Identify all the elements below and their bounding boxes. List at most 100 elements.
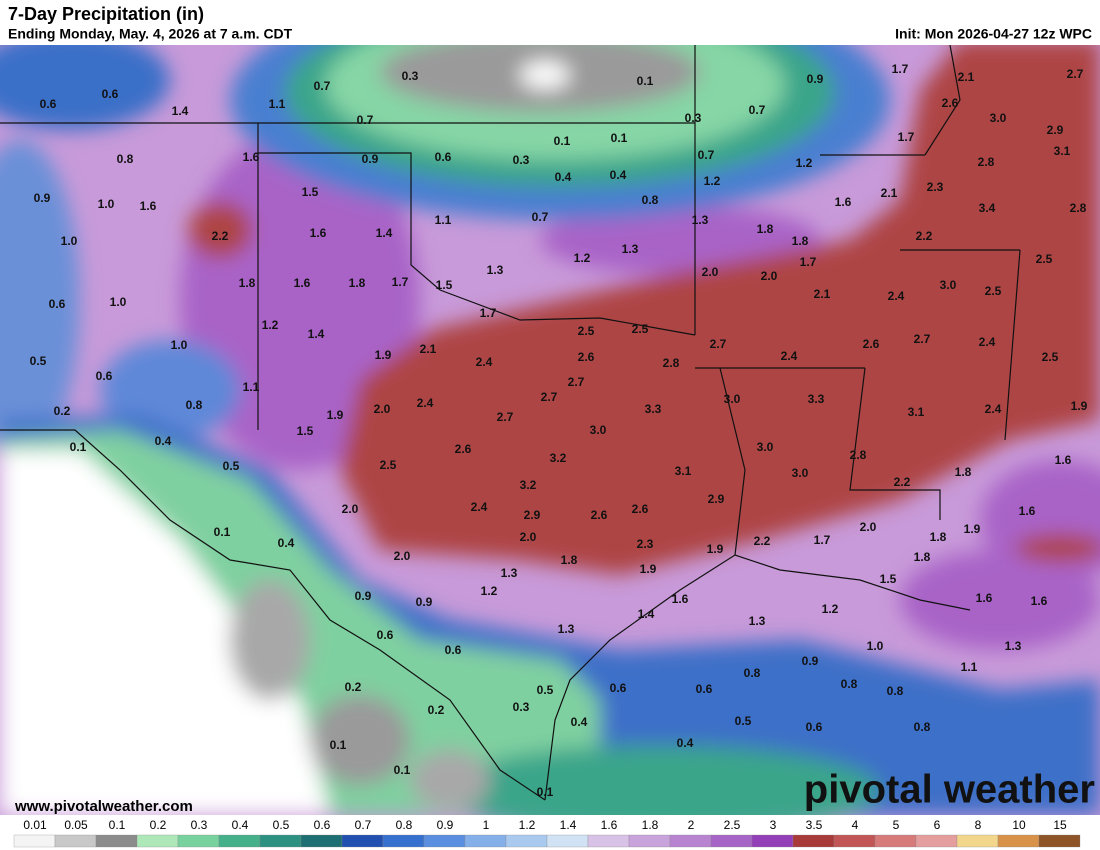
value-label: 1.9 bbox=[327, 408, 344, 422]
value-label: 1.3 bbox=[487, 263, 504, 277]
colorbar-label: 1.8 bbox=[642, 818, 659, 832]
value-label: 1.6 bbox=[1055, 453, 1072, 467]
value-label: 1.0 bbox=[171, 338, 188, 352]
value-label: 0.6 bbox=[40, 97, 57, 111]
value-label: 2.4 bbox=[781, 349, 798, 363]
value-label: 0.3 bbox=[685, 111, 702, 125]
value-label: 1.8 bbox=[757, 222, 774, 236]
value-label: 0.5 bbox=[30, 354, 47, 368]
value-label: 3.0 bbox=[940, 278, 957, 292]
value-label: 3.1 bbox=[675, 464, 692, 478]
value-label: 0.6 bbox=[435, 150, 452, 164]
value-label: 2.7 bbox=[914, 332, 931, 346]
value-label: 2.4 bbox=[417, 396, 434, 410]
colorbar-label: 2 bbox=[688, 818, 695, 832]
value-label: 0.9 bbox=[416, 595, 433, 609]
value-label: 0.3 bbox=[513, 153, 530, 167]
value-label: 3.0 bbox=[757, 440, 774, 454]
value-label: 2.0 bbox=[860, 520, 877, 534]
value-label: 2.7 bbox=[1067, 67, 1084, 81]
value-label: 0.8 bbox=[186, 398, 203, 412]
value-label: 0.8 bbox=[914, 720, 931, 734]
colorbar-label: 2.5 bbox=[724, 818, 741, 832]
value-label: 2.8 bbox=[978, 155, 995, 169]
value-label: 0.6 bbox=[610, 681, 627, 695]
colorbar-label: 3 bbox=[770, 818, 777, 832]
value-label: 0.5 bbox=[735, 714, 752, 728]
value-label: 1.5 bbox=[302, 185, 319, 199]
value-label: 0.8 bbox=[117, 152, 134, 166]
value-label: 2.0 bbox=[374, 402, 391, 416]
value-label: 0.4 bbox=[555, 170, 572, 184]
colorbar-label: 10 bbox=[1012, 818, 1026, 832]
value-label: 1.9 bbox=[640, 562, 657, 576]
colorbar-swatch bbox=[95, 834, 138, 848]
value-label: 2.6 bbox=[863, 337, 880, 351]
colorbar-label: 0.01 bbox=[23, 818, 47, 832]
value-label: 2.6 bbox=[591, 508, 608, 522]
colorbar-swatch bbox=[218, 834, 261, 848]
value-label: 1.8 bbox=[349, 276, 366, 290]
value-label: 1.2 bbox=[704, 174, 721, 188]
value-label: 2.8 bbox=[1070, 201, 1087, 215]
colorbar-swatch bbox=[833, 834, 876, 848]
value-label: 1.6 bbox=[672, 592, 689, 606]
colorbar-swatch bbox=[587, 834, 630, 848]
value-label: 1.9 bbox=[707, 542, 724, 556]
value-label: 1.1 bbox=[269, 97, 286, 111]
colorbar-swatch bbox=[423, 834, 466, 848]
value-label: 2.1 bbox=[881, 186, 898, 200]
value-label: 1.4 bbox=[308, 327, 325, 341]
colorbar-swatch bbox=[177, 834, 220, 848]
colorbar-label: 4 bbox=[852, 818, 859, 832]
value-label: 0.7 bbox=[532, 210, 549, 224]
colorbar-swatch bbox=[505, 834, 548, 848]
value-label: 0.3 bbox=[402, 69, 419, 83]
value-label: 0.2 bbox=[428, 703, 445, 717]
value-label: 0.1 bbox=[554, 134, 571, 148]
value-label: 0.4 bbox=[610, 168, 627, 182]
value-label: 1.6 bbox=[310, 226, 327, 240]
value-label: 3.0 bbox=[724, 392, 741, 406]
colorbar: 0.01 0.05 0.1 0.2 0.3 0.4 0.5 0.6 0.7 0.8 0.9 1 1.2 1… bbox=[0, 815, 1100, 850]
colorbar-swatch bbox=[546, 834, 589, 848]
borders bbox=[0, 45, 1021, 801]
value-label: 3.0 bbox=[590, 423, 607, 437]
value-label: 1.4 bbox=[638, 607, 655, 621]
colorbar-label: 5 bbox=[893, 818, 900, 832]
value-label: 1.7 bbox=[814, 533, 831, 547]
value-label: 3.1 bbox=[908, 405, 925, 419]
value-label: 1.9 bbox=[964, 522, 981, 536]
value-label: 0.2 bbox=[345, 680, 362, 694]
value-label: 3.3 bbox=[808, 392, 825, 406]
value-label: 3.0 bbox=[990, 111, 1007, 125]
value-label: 1.2 bbox=[262, 318, 279, 332]
value-label: 2.4 bbox=[471, 500, 488, 514]
colorbar-swatch bbox=[13, 834, 56, 848]
value-label: 3.2 bbox=[550, 451, 567, 465]
value-label: 1.8 bbox=[239, 276, 256, 290]
value-label: 1.7 bbox=[800, 255, 817, 269]
value-label: 0.9 bbox=[807, 72, 824, 86]
value-label: 2.7 bbox=[568, 375, 585, 389]
value-label: 2.0 bbox=[702, 265, 719, 279]
value-label: 1.9 bbox=[1071, 399, 1088, 413]
subtitle: Ending Monday, May. 4, 2026 at 7 a.m. CD… bbox=[8, 26, 293, 42]
value-label: 2.0 bbox=[342, 502, 359, 516]
value-label: 2.2 bbox=[916, 229, 933, 243]
value-label: 2.6 bbox=[632, 502, 649, 516]
colorbar-swatch bbox=[669, 834, 712, 848]
value-label: 2.0 bbox=[761, 269, 778, 283]
value-label: 2.7 bbox=[710, 337, 727, 351]
value-label: 2.1 bbox=[814, 287, 831, 301]
value-label: 0.5 bbox=[537, 683, 554, 697]
value-label: 0.4 bbox=[278, 536, 295, 550]
value-label: 2.2 bbox=[754, 534, 771, 548]
value-label: 2.5 bbox=[1036, 252, 1053, 266]
colorbar-label: 0.4 bbox=[232, 818, 249, 832]
value-label: 2.9 bbox=[708, 492, 725, 506]
value-label: 2.8 bbox=[850, 448, 867, 462]
value-label: 1.2 bbox=[822, 602, 839, 616]
value-label: 1.8 bbox=[955, 465, 972, 479]
